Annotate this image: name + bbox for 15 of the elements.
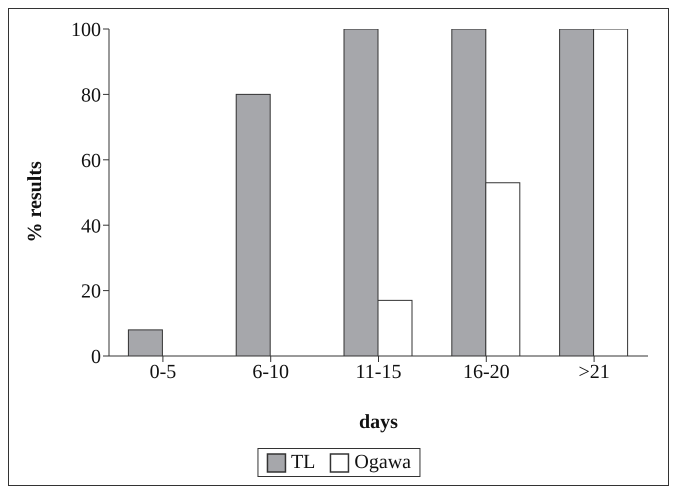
legend-label: TL (290, 451, 316, 474)
y-tick-label: 80 (81, 84, 101, 106)
x-axis-title: days (359, 411, 398, 433)
x-tick-label: 0-5 (150, 361, 176, 384)
x-tick-label: 11-15 (356, 361, 402, 384)
y-tick-label: 0 (91, 346, 101, 368)
y-tick-label: 100 (71, 19, 101, 42)
x-tick-label: >21 (578, 361, 610, 384)
y-tick-label: 20 (81, 280, 101, 303)
x-tick-label: 6-10 (252, 361, 290, 384)
legend-label: Ogawa (354, 451, 412, 474)
y-axis-title: % results (24, 160, 46, 242)
x-tick-label: 16-20 (462, 361, 510, 384)
y-tick-label: 60 (81, 150, 101, 172)
y-tick-label: 40 (81, 215, 101, 238)
